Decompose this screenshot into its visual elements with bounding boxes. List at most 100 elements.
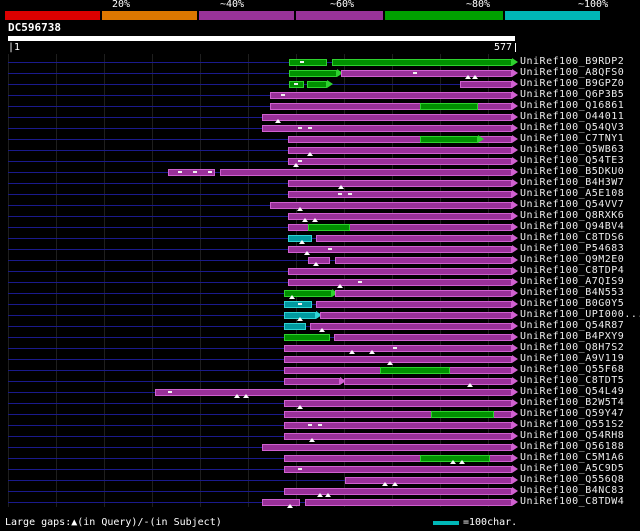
alignment-bar[interactable] xyxy=(316,235,513,242)
hit-label[interactable]: UniRef100_Q5WB63 xyxy=(520,144,625,155)
alignment-bar[interactable] xyxy=(345,477,513,484)
alignment-bar[interactable] xyxy=(262,125,513,132)
hit-label[interactable]: UniRef100_Q56188 xyxy=(520,441,625,452)
alignment-bar[interactable] xyxy=(304,499,513,506)
alignment-bar[interactable] xyxy=(270,103,513,110)
hit-label[interactable]: UniRef100_A9V119 xyxy=(520,353,625,364)
alignment-bar[interactable] xyxy=(284,488,513,495)
hit-label[interactable]: UniRef100_C8TDS6 xyxy=(520,232,625,243)
hit-label[interactable]: UniRef100_Q8RXK6 xyxy=(520,210,625,221)
alignment-bar[interactable] xyxy=(419,136,479,143)
alignment-bar[interactable] xyxy=(284,323,307,330)
hit-label[interactable]: UniRef100_Q54L49 xyxy=(520,386,625,397)
hit-label[interactable]: UniRef100_Q54TE3 xyxy=(520,155,625,166)
hit-label[interactable]: UniRef100_O44011 xyxy=(520,111,625,122)
hit-label[interactable]: UniRef100_Q54RH8 xyxy=(520,430,625,441)
alignment-bar[interactable] xyxy=(262,114,513,121)
hit-label[interactable]: UniRef100_Q55F68 xyxy=(520,364,625,375)
hit-label[interactable]: UniRef100_Q551S2 xyxy=(520,419,625,430)
hit-label[interactable]: UniRef100_A5E108 xyxy=(520,188,625,199)
hit-label[interactable]: UniRef100_B4PXY9 xyxy=(520,331,625,342)
hit-label[interactable]: UniRef100_C8TDW4 xyxy=(520,496,625,507)
alignment-bar[interactable] xyxy=(335,290,513,297)
alignment-bar[interactable] xyxy=(284,455,513,462)
alignment-bar[interactable] xyxy=(168,169,215,176)
alignment-bar[interactable] xyxy=(288,70,338,77)
alignment-bar[interactable] xyxy=(284,466,513,473)
alignment-bar[interactable] xyxy=(270,92,513,99)
alignment-bar[interactable] xyxy=(287,213,513,220)
hit-label[interactable]: UniRef100_C7TNY1 xyxy=(520,133,625,144)
alignment-bar[interactable] xyxy=(262,499,301,506)
hit-label[interactable]: UniRef100_B4N553 xyxy=(520,287,625,298)
alignment-bar[interactable] xyxy=(287,136,513,143)
alignment-bar[interactable] xyxy=(333,334,513,341)
hit-label[interactable]: UniRef100_Q54R87 xyxy=(520,320,625,331)
hit-label[interactable]: UniRef100_A8QFS0 xyxy=(520,67,625,78)
hit-label[interactable]: UniRef100_B4H3W7 xyxy=(520,177,625,188)
alignment-bar[interactable] xyxy=(270,202,513,209)
alignment-bar[interactable] xyxy=(220,169,513,176)
hit-label[interactable]: UniRef100_C8TDT5 xyxy=(520,375,625,386)
alignment-bar[interactable] xyxy=(380,367,450,374)
alignment-bar[interactable] xyxy=(308,257,331,264)
alignment-bar[interactable] xyxy=(287,268,513,275)
alignment-bar[interactable] xyxy=(287,158,513,165)
alignment-bar[interactable] xyxy=(284,301,312,308)
alignment-bar[interactable] xyxy=(288,59,327,66)
hit-label[interactable]: UniRef100_A5C9D5 xyxy=(520,463,625,474)
hit-label[interactable]: UniRef100_UPI000... xyxy=(520,309,640,320)
alignment-bar[interactable] xyxy=(284,400,513,407)
alignment-bar[interactable] xyxy=(287,180,513,187)
alignment-bar[interactable] xyxy=(334,257,513,264)
alignment-bar[interactable] xyxy=(319,312,513,319)
hit-label[interactable]: UniRef100_Q16861 xyxy=(520,100,625,111)
hit-label[interactable]: UniRef100_B9GPZ0 xyxy=(520,78,625,89)
hit-label[interactable]: UniRef100_Q9M2E0 xyxy=(520,254,625,265)
alignment-bar[interactable] xyxy=(344,378,513,385)
hit-label[interactable]: UniRef100_Q59Y47 xyxy=(520,408,625,419)
alignment-bar[interactable] xyxy=(287,279,513,286)
alignment-bar[interactable] xyxy=(287,191,513,198)
hit-label[interactable]: UniRef100_Q54VV7 xyxy=(520,199,625,210)
alignment-bar[interactable] xyxy=(284,433,513,440)
alignment-arrowhead-icon xyxy=(512,289,519,297)
hit-label[interactable]: UniRef100_P54683 xyxy=(520,243,625,254)
hit-label[interactable]: UniRef100_B5DKU0 xyxy=(520,166,625,177)
alignment-bar[interactable] xyxy=(284,345,513,352)
hit-label[interactable]: UniRef100_Q8H7S2 xyxy=(520,342,625,353)
alignment-bar[interactable] xyxy=(308,224,351,231)
hit-label[interactable]: UniRef100_Q54QV3 xyxy=(520,122,625,133)
alignment-bar[interactable] xyxy=(284,290,332,297)
hit-label[interactable]: UniRef100_B0G0Y5 xyxy=(520,298,625,309)
hit-label[interactable]: UniRef100_C8TDP4 xyxy=(520,265,625,276)
hit-label[interactable]: UniRef100_B9RDP2 xyxy=(520,56,625,67)
alignment-bar[interactable] xyxy=(287,246,513,253)
alignment-bar[interactable] xyxy=(287,147,513,154)
hit-label[interactable]: UniRef100_A7QIS9 xyxy=(520,276,625,287)
alignment-bar[interactable] xyxy=(284,356,513,363)
hit-label[interactable]: UniRef100_B4NC83 xyxy=(520,485,625,496)
alignment-bar[interactable] xyxy=(340,70,513,77)
alignment-bar[interactable] xyxy=(284,411,513,418)
alignment-bar[interactable] xyxy=(307,81,327,88)
hit-label[interactable]: UniRef100_Q556Q8 xyxy=(520,474,625,485)
alignment-bar[interactable] xyxy=(262,444,513,451)
hit-label[interactable]: UniRef100_Q6P3B5 xyxy=(520,89,625,100)
alignment-bar[interactable] xyxy=(284,422,513,429)
alignment-bar[interactable] xyxy=(316,301,513,308)
hit-label[interactable]: UniRef100_C5M1A6 xyxy=(520,452,625,463)
alignment-bar[interactable] xyxy=(309,323,513,330)
alignment-bar[interactable] xyxy=(154,389,513,396)
hit-label[interactable]: UniRef100_Q94BV4 xyxy=(520,221,625,232)
alignment-arrowhead-icon xyxy=(337,69,344,77)
alignment-bar[interactable] xyxy=(460,81,513,88)
alignment-bar[interactable] xyxy=(430,411,494,418)
hit-label[interactable]: UniRef100_B2W5T4 xyxy=(520,397,625,408)
alignment-bar[interactable] xyxy=(287,224,513,231)
alignment-bar[interactable] xyxy=(284,378,340,385)
alignment-bar[interactable] xyxy=(331,59,513,66)
alignment-bar[interactable] xyxy=(419,103,479,110)
hit-baseline xyxy=(8,381,515,382)
alignment-bar[interactable] xyxy=(284,334,331,341)
